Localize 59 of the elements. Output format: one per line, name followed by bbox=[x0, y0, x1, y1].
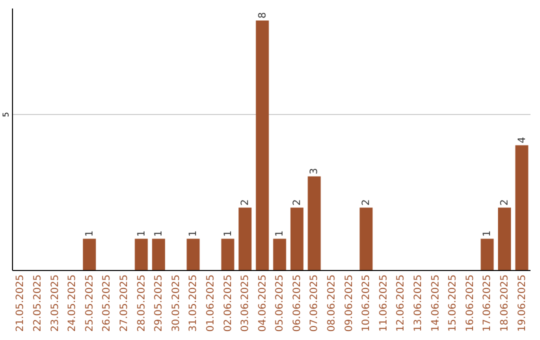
data-label: 2 bbox=[361, 199, 372, 206]
x-tick-label: 17.06.2025 bbox=[482, 274, 494, 332]
bar bbox=[152, 238, 166, 270]
x-tick-label: 11.06.2025 bbox=[378, 274, 390, 332]
bar bbox=[498, 208, 511, 270]
data-label: 1 bbox=[482, 230, 494, 237]
x-tick-label: 02.06.2025 bbox=[222, 274, 234, 332]
x-tick-label: 27.05.2025 bbox=[118, 274, 130, 332]
x-tick-label: 18.06.2025 bbox=[499, 274, 510, 332]
bar bbox=[515, 145, 528, 270]
x-tick-label: 31.05.2025 bbox=[188, 274, 200, 332]
x-tick-label: 26.05.2025 bbox=[102, 274, 113, 332]
x-tick-label: 12.06.2025 bbox=[396, 274, 407, 332]
x-tick-label: 25.05.2025 bbox=[84, 274, 96, 332]
x-tick-label: 16.06.2025 bbox=[464, 274, 476, 332]
bar bbox=[238, 208, 252, 270]
x-tick-label: 23.05.2025 bbox=[50, 274, 61, 332]
y-tick-label: 5 bbox=[2, 112, 10, 118]
x-tick-label: 14.06.2025 bbox=[430, 274, 442, 332]
data-label: 1 bbox=[154, 230, 165, 237]
x-tick-label: 05.06.2025 bbox=[274, 274, 286, 332]
x-tick-label: 07.06.2025 bbox=[309, 274, 320, 332]
data-label: 1 bbox=[274, 230, 286, 237]
bar bbox=[480, 238, 494, 270]
x-tick-label: 21.05.2025 bbox=[15, 274, 26, 332]
x-tick-label: 19.06.2025 bbox=[516, 274, 528, 332]
bar bbox=[360, 208, 373, 270]
x-tick-label: 24.05.2025 bbox=[67, 274, 78, 332]
data-label: 3 bbox=[309, 168, 320, 174]
bar bbox=[82, 238, 96, 270]
data-label: 2 bbox=[499, 199, 510, 206]
data-label: 1 bbox=[222, 230, 234, 237]
x-tick-label: 22.05.2025 bbox=[32, 274, 44, 332]
data-label: 8 bbox=[257, 12, 268, 18]
x-tick-label: 03.06.2025 bbox=[240, 274, 252, 332]
bar bbox=[308, 176, 321, 270]
x-tick-label: 28.05.2025 bbox=[136, 274, 148, 332]
bar bbox=[221, 238, 234, 270]
bar bbox=[290, 208, 304, 270]
data-label: 1 bbox=[84, 230, 96, 237]
x-tick-label: 08.06.2025 bbox=[326, 274, 338, 332]
data-label: 2 bbox=[240, 199, 252, 206]
x-tick-label: 09.06.2025 bbox=[344, 274, 355, 332]
x-tick-label: 01.06.2025 bbox=[205, 274, 216, 332]
data-label: 2 bbox=[292, 199, 303, 206]
x-tick-label: 06.06.2025 bbox=[292, 274, 303, 332]
x-tick-label: 13.06.2025 bbox=[413, 274, 424, 332]
data-label: 4 bbox=[516, 136, 528, 144]
x-tick-label: 04.06.2025 bbox=[257, 274, 268, 332]
x-tick-label: 30.05.2025 bbox=[170, 274, 182, 332]
bar bbox=[186, 238, 200, 270]
bar bbox=[256, 20, 269, 270]
bar bbox=[134, 238, 148, 270]
bar bbox=[273, 238, 286, 270]
x-tick-label: 15.06.2025 bbox=[448, 274, 459, 332]
data-label: 1 bbox=[136, 230, 148, 237]
x-tick-label: 29.05.2025 bbox=[154, 274, 165, 332]
data-label: 1 bbox=[188, 230, 200, 237]
x-tick-label: 10.06.2025 bbox=[361, 274, 372, 332]
